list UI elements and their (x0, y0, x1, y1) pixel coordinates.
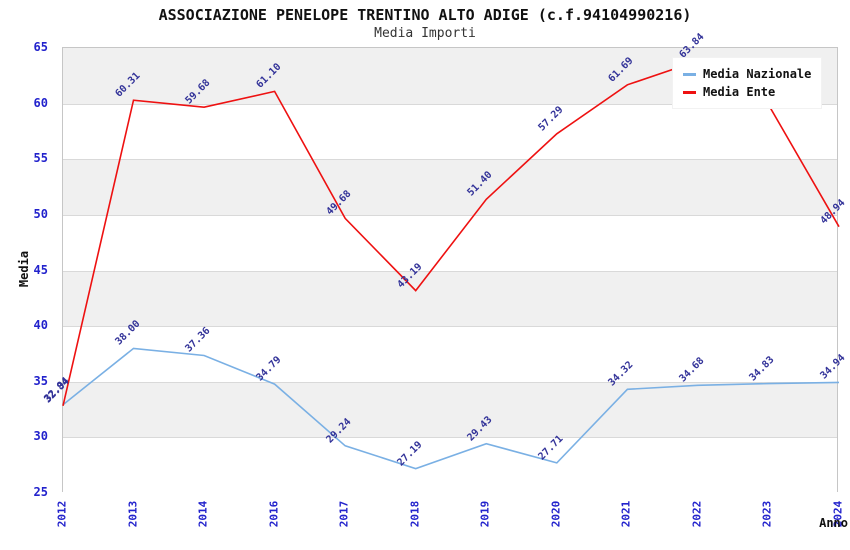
x-tick-label: 2022 (690, 500, 704, 528)
gridline (63, 270, 837, 272)
legend-swatch-nazionale-icon (683, 72, 696, 76)
x-axis-title: Anno (819, 516, 848, 530)
plot-band (63, 159, 837, 215)
legend-label-nazionale: Media Nazionale (703, 67, 812, 81)
x-tick-label: 2019 (478, 500, 492, 528)
plot-band (63, 214, 837, 271)
legend-label-ente: Media Ente (703, 85, 776, 99)
y-tick-label: 35 (33, 373, 48, 388)
chart-subtitle: Media Importi (374, 26, 476, 41)
plot-band (63, 381, 837, 438)
y-tick-label: 30 (33, 429, 48, 444)
plot-band (63, 437, 837, 493)
y-tick-label: 55 (33, 151, 48, 166)
x-tick-label: 2023 (760, 500, 774, 528)
y-tick-label: 25 (33, 485, 48, 499)
plot-band (63, 270, 837, 327)
x-tick-label: 2020 (549, 500, 563, 528)
x-tick-label: 2013 (126, 500, 140, 528)
legend-item-media-nazionale: Media Nazionale (683, 65, 811, 83)
gridline (63, 437, 837, 439)
gridline (63, 214, 837, 216)
x-tick-label: 2014 (196, 500, 210, 528)
y-tick-label: 45 (33, 262, 48, 277)
gridline (63, 159, 837, 161)
gridline (63, 103, 837, 105)
chart-title: ASSOCIAZIONE PENELOPE TRENTINO ALTO ADIG… (158, 6, 692, 24)
y-tick-label: 40 (33, 318, 48, 333)
x-tick-label: 2021 (619, 500, 633, 528)
legend: Media Nazionale Media Ente (672, 57, 823, 109)
gridline (63, 381, 837, 383)
series-lines (62, 60, 840, 470)
gridline (63, 326, 837, 328)
y-tick-label: 60 (33, 95, 48, 110)
legend-item-media-ente: Media Ente (683, 83, 811, 101)
x-tick-label: 2012 (55, 500, 69, 528)
x-tick-label: 2018 (408, 500, 422, 528)
plot-band (63, 103, 837, 160)
y-tick-label: 50 (33, 206, 48, 221)
series-line-media-nazionale (62, 347, 840, 470)
y-tick-label: 65 (33, 40, 48, 54)
legend-swatch-ente-icon (683, 90, 696, 94)
x-tick-label: 2017 (337, 500, 351, 528)
x-tick-label: 2016 (267, 500, 281, 528)
plot-area: 32.94 38.00 37.36 34.79 29.24 27.19 29.43 27.71… (42, 31, 848, 493)
series-line-media-ente (62, 60, 840, 406)
